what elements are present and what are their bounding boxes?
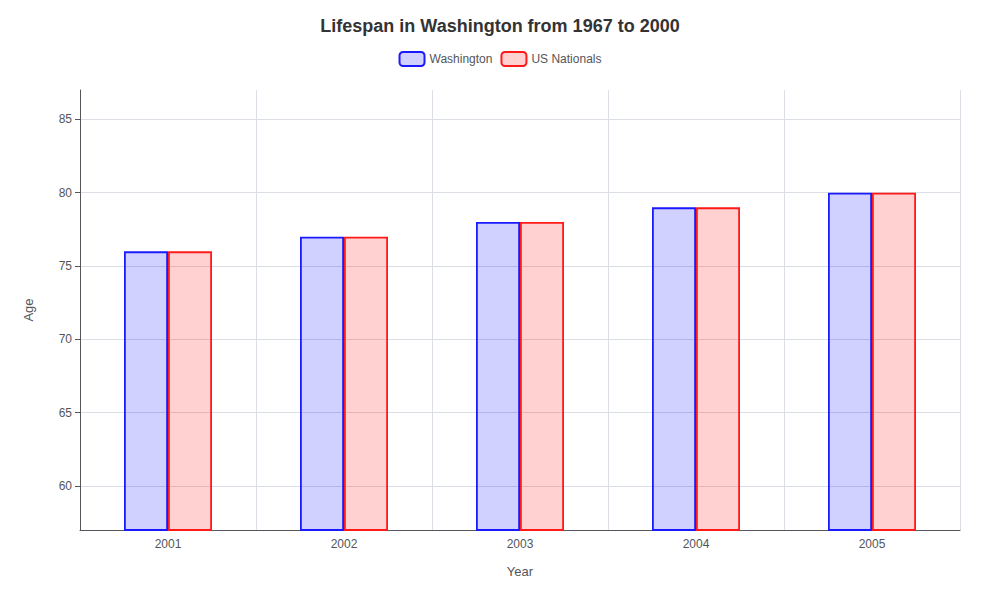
svg-text:65: 65 — [59, 406, 73, 420]
svg-text:US Nationals: US Nationals — [531, 52, 601, 66]
svg-text:60: 60 — [59, 479, 73, 493]
svg-text:75: 75 — [59, 259, 73, 273]
svg-text:Washington: Washington — [430, 52, 493, 66]
svg-text:85: 85 — [59, 112, 73, 126]
svg-text:Age: Age — [21, 298, 36, 321]
svg-text:2004: 2004 — [683, 537, 710, 551]
svg-text:Lifespan in Washington from 19: Lifespan in Washington from 1967 to 2000 — [320, 16, 679, 36]
svg-text:2002: 2002 — [331, 537, 358, 551]
svg-text:80: 80 — [59, 186, 73, 200]
svg-text:Year: Year — [507, 564, 534, 579]
svg-text:2001: 2001 — [155, 537, 182, 551]
svg-text:2003: 2003 — [507, 537, 534, 551]
svg-text:2005: 2005 — [859, 537, 886, 551]
svg-text:70: 70 — [59, 332, 73, 346]
